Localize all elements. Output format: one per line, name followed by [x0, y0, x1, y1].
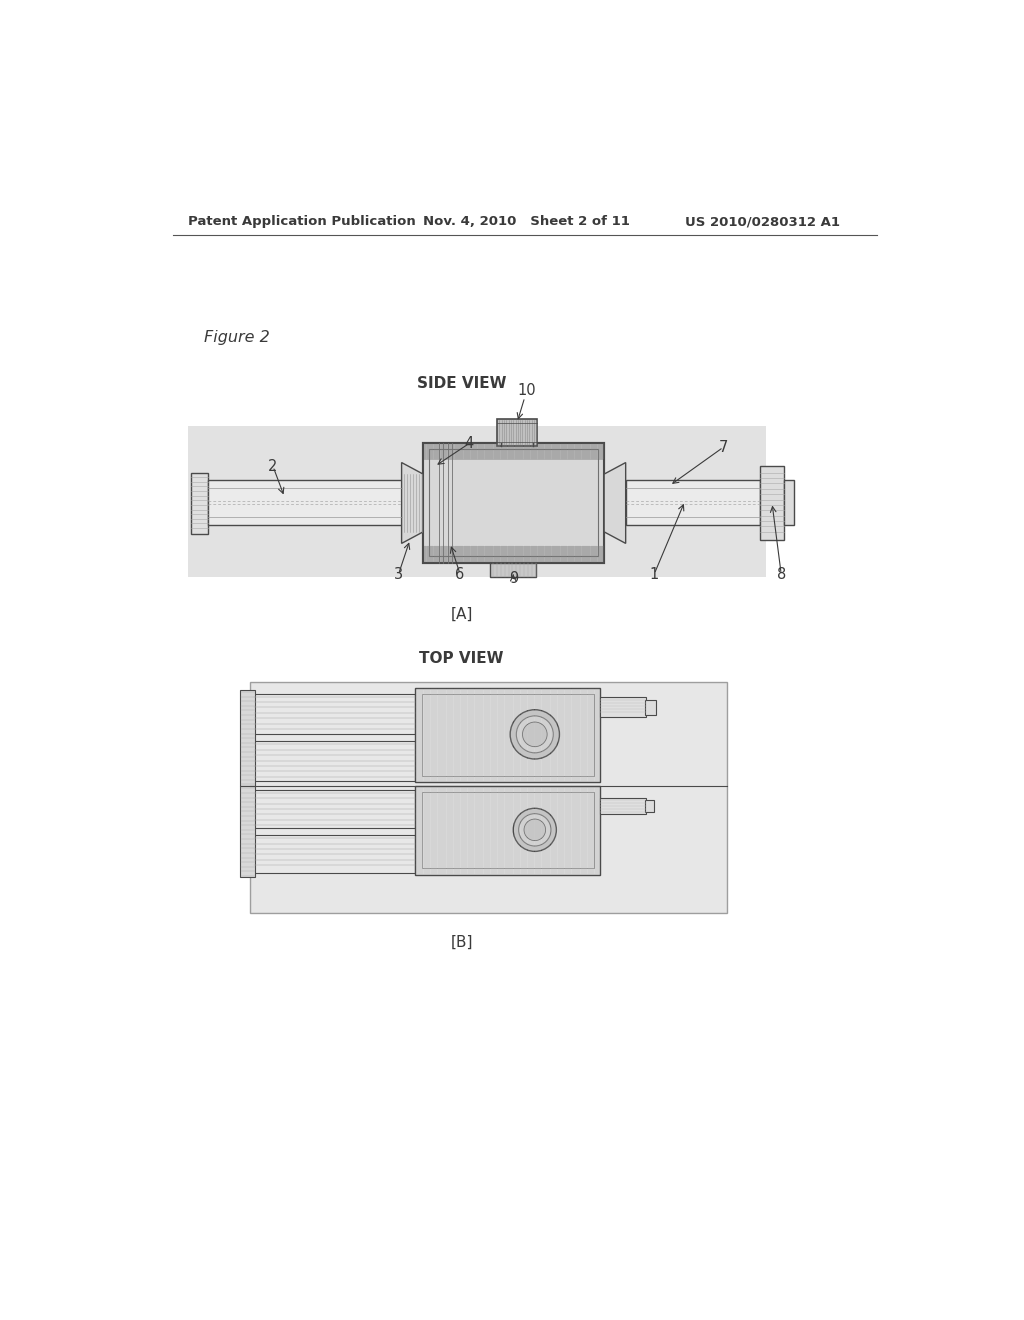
Bar	[783, 480, 795, 525]
Text: [A]: [A]	[451, 607, 473, 622]
Text: Nov. 4, 2010   Sheet 2 of 11: Nov. 4, 2010 Sheet 2 of 11	[423, 215, 630, 228]
Text: 8: 8	[776, 566, 785, 582]
Bar	[761, 466, 783, 540]
Polygon shape	[401, 462, 423, 544]
Circle shape	[516, 715, 553, 752]
Bar	[429, 449, 598, 557]
Text: US 2010/0280312 A1: US 2010/0280312 A1	[685, 215, 840, 228]
Text: 3: 3	[394, 566, 403, 582]
Text: 4: 4	[465, 436, 474, 451]
Circle shape	[510, 710, 559, 759]
Bar	[423, 444, 604, 461]
Text: 1: 1	[649, 566, 658, 582]
Text: 6: 6	[456, 566, 465, 582]
Bar	[490, 562, 537, 577]
Circle shape	[518, 813, 551, 846]
Bar	[254, 836, 416, 873]
Bar	[423, 444, 604, 562]
Bar	[240, 785, 255, 876]
Bar	[423, 461, 604, 545]
Bar	[254, 742, 416, 781]
Bar	[626, 480, 761, 525]
Text: Figure 2: Figure 2	[204, 330, 269, 345]
Text: 10: 10	[517, 383, 536, 399]
Text: Patent Application Publication: Patent Application Publication	[188, 215, 416, 228]
Bar	[645, 700, 655, 715]
Bar	[254, 693, 416, 734]
Bar	[422, 694, 594, 776]
Circle shape	[513, 808, 556, 851]
Bar	[497, 418, 538, 446]
Text: 2: 2	[268, 459, 278, 474]
Bar	[416, 785, 600, 874]
Text: [B]: [B]	[451, 935, 473, 950]
Text: 9: 9	[509, 570, 518, 586]
Bar	[423, 444, 604, 562]
Text: SIDE VIEW: SIDE VIEW	[417, 376, 507, 391]
Bar	[645, 800, 654, 812]
Text: 7: 7	[719, 440, 728, 454]
Bar	[423, 545, 604, 562]
Bar	[190, 473, 208, 535]
Bar	[208, 480, 401, 525]
Circle shape	[524, 818, 546, 841]
Text: TOP VIEW: TOP VIEW	[420, 651, 504, 667]
Bar	[422, 792, 594, 869]
Circle shape	[522, 722, 547, 747]
Bar	[600, 797, 646, 814]
Bar	[240, 689, 255, 785]
Bar	[254, 789, 416, 828]
Bar	[188, 426, 766, 577]
Bar	[600, 697, 646, 717]
Bar	[250, 682, 727, 913]
Bar	[416, 688, 600, 781]
Polygon shape	[604, 462, 626, 544]
